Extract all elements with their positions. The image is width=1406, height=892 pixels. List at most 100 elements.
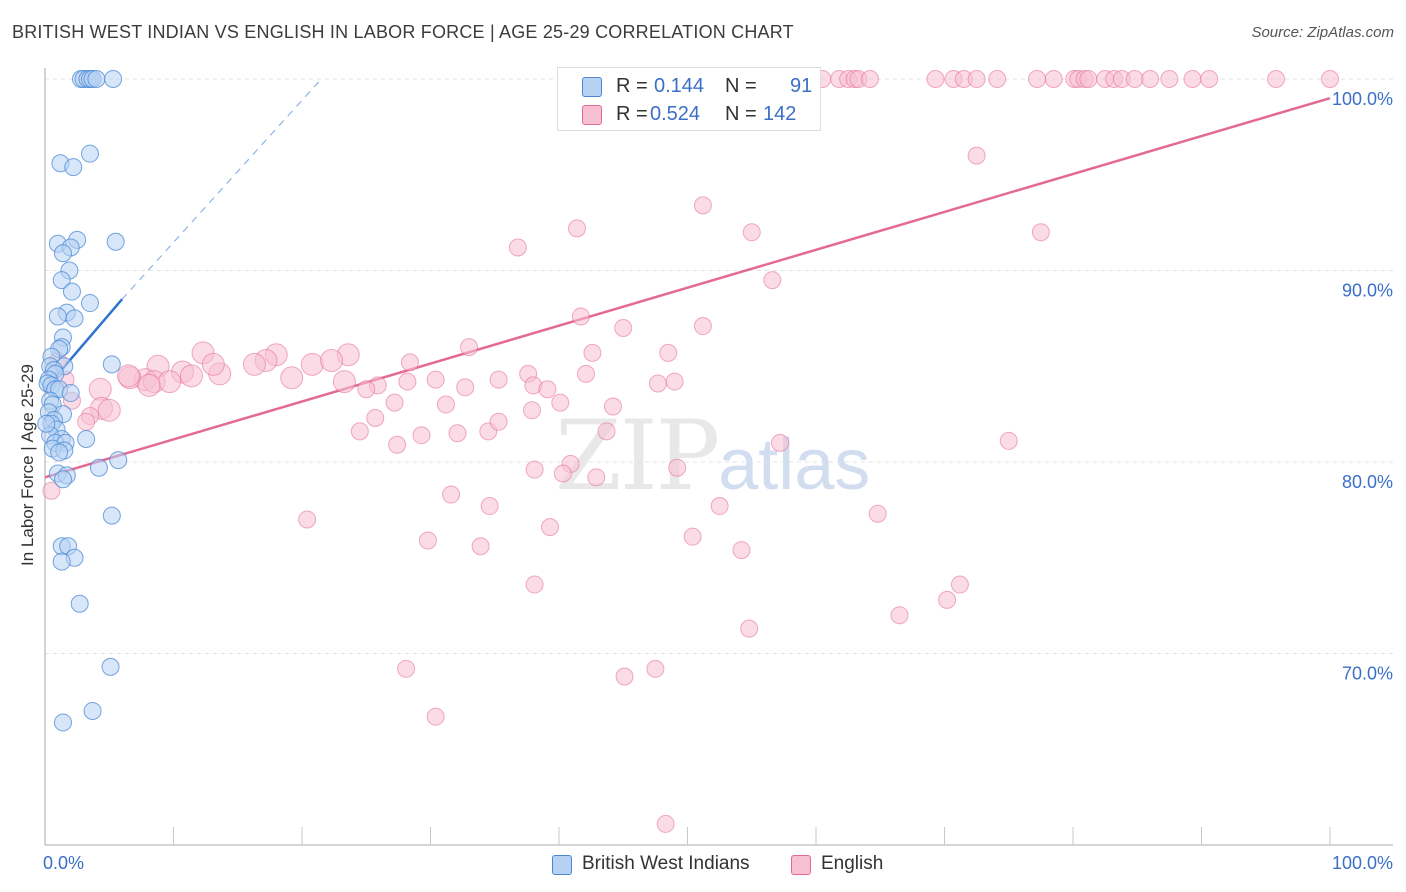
- english-point: [1031, 223, 1050, 242]
- english-points: [42, 70, 1339, 833]
- english-point: [42, 481, 61, 500]
- english-point: [448, 424, 467, 443]
- english-point: [571, 307, 590, 326]
- english-point: [860, 70, 879, 88]
- english-point: [88, 377, 112, 401]
- legend-row-pink: R = 0.524 N = 142: [558, 101, 820, 129]
- watermark-atlas: atlas: [718, 425, 871, 505]
- n-label: N =: [725, 75, 757, 97]
- british-west-indian-point: [52, 552, 71, 571]
- english-point: [1044, 70, 1063, 88]
- british-west-indian-point: [62, 282, 81, 301]
- english-point: [525, 575, 544, 594]
- y-axis-label: In Labor Force | Age 25-29: [18, 364, 37, 566]
- english-point: [665, 372, 684, 391]
- y-tick-label: 100.0%: [1332, 89, 1393, 109]
- english-point: [397, 659, 416, 678]
- english-point: [988, 70, 1007, 88]
- english-point: [508, 238, 527, 257]
- legend-label: British West Indians: [582, 853, 750, 874]
- english-point: [693, 317, 712, 336]
- english-point: [646, 659, 665, 678]
- r-label: R =: [616, 75, 648, 97]
- english-point: [683, 527, 702, 546]
- british-west-indian-point: [52, 271, 71, 290]
- english-point: [926, 70, 945, 88]
- english-point: [1028, 70, 1047, 88]
- english-point: [567, 219, 586, 238]
- british-west-indian-point: [37, 414, 56, 433]
- british-west-indian-points: [37, 70, 128, 732]
- series-legend: British West Indians English: [0, 850, 1406, 880]
- axes: [44, 68, 1393, 846]
- english-point: [967, 70, 986, 88]
- english-point: [648, 374, 667, 393]
- british-west-indian-point: [53, 244, 72, 263]
- y-tick-label: 80.0%: [1342, 472, 1393, 492]
- british-west-indian-point: [89, 458, 108, 477]
- english-point: [418, 531, 437, 550]
- blue-swatch: [582, 77, 602, 97]
- english-point: [137, 373, 161, 397]
- x-tick-label: 0.0%: [43, 853, 84, 873]
- source-label: Source: ZipAtlas.com: [1251, 24, 1394, 41]
- english-point: [77, 412, 96, 431]
- english-point: [320, 349, 344, 373]
- british-west-indian-point: [61, 384, 80, 403]
- english-point: [426, 370, 445, 389]
- english-point: [280, 366, 304, 390]
- british-west-indian-point: [109, 451, 128, 470]
- bwi-trend-extension: [121, 78, 322, 300]
- english-point: [489, 370, 508, 389]
- correlation-legend: R = 0.144 N = 91 R = 0.524 N = 142: [557, 67, 821, 131]
- english-point: [1200, 70, 1219, 88]
- english-point: [999, 431, 1018, 450]
- english-point: [489, 412, 508, 431]
- english-point: [541, 518, 560, 537]
- english-point: [298, 510, 317, 529]
- n-value: 91: [790, 75, 813, 97]
- y-tick-label: 70.0%: [1342, 664, 1393, 684]
- english-point: [525, 460, 544, 479]
- english-trend-line: [44, 96, 1331, 479]
- english-point: [201, 352, 225, 376]
- british-west-indian-point: [80, 144, 99, 163]
- british-west-indian-point: [48, 307, 67, 326]
- english-point: [950, 575, 969, 594]
- y-tick-label: 90.0%: [1342, 281, 1393, 301]
- english-point: [763, 271, 782, 290]
- watermark: ZIPatlas: [555, 400, 870, 512]
- english-point: [456, 378, 475, 397]
- british-west-indian-point: [106, 232, 125, 251]
- english-point: [442, 485, 461, 504]
- english-point: [693, 196, 712, 215]
- r-value: 0.144: [654, 75, 705, 97]
- english-point: [400, 353, 419, 372]
- british-west-indian-point: [70, 594, 89, 613]
- english-point: [890, 606, 909, 625]
- british-west-indian-point: [77, 430, 96, 449]
- r-label: R =: [616, 103, 648, 125]
- english-point: [426, 707, 445, 726]
- english-point: [597, 422, 616, 441]
- english-point: [576, 364, 595, 383]
- english-point: [158, 370, 182, 394]
- english-point: [938, 590, 957, 609]
- english-point: [1079, 70, 1098, 88]
- english-point: [710, 497, 729, 516]
- british-west-indian-point: [64, 158, 83, 177]
- english-point: [350, 422, 369, 441]
- british-west-indian-point: [80, 294, 99, 313]
- english-point: [357, 380, 376, 399]
- english-point: [523, 401, 542, 420]
- blue-swatch: [552, 855, 572, 875]
- english-point: [553, 464, 572, 483]
- english-point: [388, 435, 407, 454]
- english-point: [436, 395, 455, 414]
- english-point: [471, 537, 490, 556]
- n-label: N =: [725, 103, 757, 125]
- english-point: [242, 352, 266, 376]
- british-west-indian-point: [65, 309, 84, 328]
- english-point: [385, 393, 404, 412]
